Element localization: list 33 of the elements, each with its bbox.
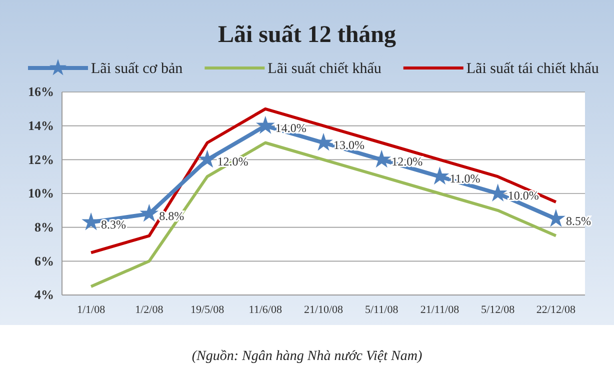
legend-label: Lãi suất cơ bản (91, 61, 184, 77)
x-tick-label: 21/11/08 (420, 304, 460, 316)
data-label: 13.0% (334, 138, 364, 152)
point (140, 204, 159, 222)
x-tick-label: 11/6/08 (248, 304, 282, 316)
y-tick-label: 16% (28, 84, 54, 100)
y-tick-label: 10% (28, 186, 54, 201)
point (82, 212, 100, 230)
x-tick-label: 22/12/08 (536, 304, 576, 316)
text: (Nguồn: Ngân hàng Nhà nước Việt Nam) (192, 349, 422, 364)
y-tick-label: 6% (34, 253, 54, 268)
line-series (90, 141, 558, 288)
data-label: 14.0% (275, 120, 306, 135)
point (256, 116, 275, 134)
legend-label: Lãi suất chiết khấu (268, 61, 382, 77)
x-tick-label: 1/2/08 (135, 304, 164, 316)
y-tick-label: 8% (34, 219, 54, 234)
x-tick-label: 19/5/08 (190, 304, 225, 316)
y-tick-label: 4% (34, 287, 54, 302)
y-tick-label: 12% (28, 152, 54, 167)
chart-title: Lãi suất 12 tháng (218, 22, 396, 48)
x-tick-label: 5/11/08 (365, 304, 399, 316)
point (198, 150, 217, 168)
x-tick-label: 1/1/08 (76, 304, 106, 316)
data-label: 8.3% (101, 217, 126, 232)
y-tick-label: 14% (28, 118, 54, 133)
legend-label: Lãi suất tái chiết khấu (466, 61, 600, 77)
line-series (90, 107, 558, 254)
data-label: 8.5% (566, 214, 591, 228)
x-tick-label: 5/12/08 (481, 304, 516, 316)
data-label: 11.0% (450, 172, 480, 186)
x-tick-label: 21/10/08 (304, 304, 344, 316)
data-label: 12.0% (392, 154, 423, 169)
